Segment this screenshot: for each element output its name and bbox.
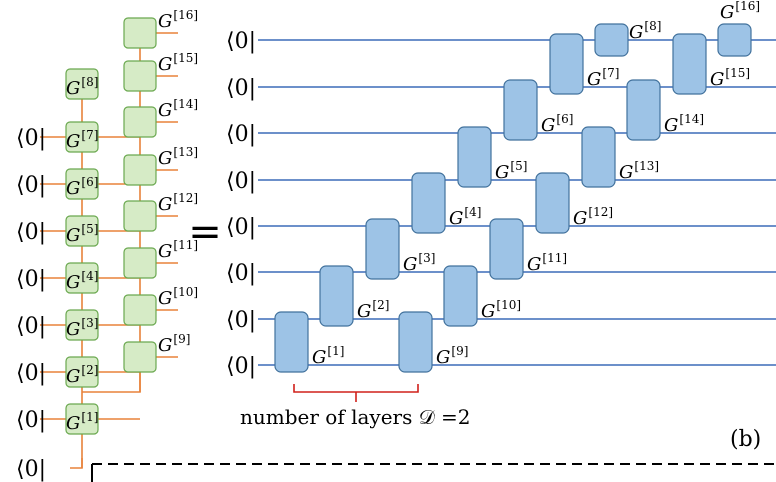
left-panel-kets: ⟨0| ⟨0| ⟨0| ⟨0| ⟨0| ⟨0| ⟨0| ⟨0| (16, 126, 46, 482)
right-ket-4: ⟨0| (226, 169, 256, 194)
mps-tensor-16 (123, 17, 157, 49)
mps-tensor-5 (65, 215, 99, 247)
gate-7 (549, 33, 584, 95)
right-ket-5: ⟨0| (226, 215, 256, 240)
gate-8 (594, 23, 629, 57)
right-panel-kets: ⟨0| ⟨0| ⟨0| ⟨0| ⟨0| ⟨0| ⟨0| ⟨0| (226, 29, 256, 379)
mps-tensor-3 (65, 309, 99, 341)
panel-label-b: (b) (730, 427, 761, 452)
mps-tensor-label-16: G[16] (158, 8, 198, 32)
gate-10 (443, 265, 478, 327)
mps-tensor-11 (123, 247, 157, 279)
mps-tensor-4 (65, 262, 99, 294)
layers-bracket (293, 384, 419, 402)
mps-tensor-label-13: G[13] (158, 145, 198, 169)
left-ket-3: ⟨0| (16, 314, 46, 339)
mps-tensor-7 (65, 121, 99, 153)
gate-2 (319, 265, 354, 327)
gate-4 (411, 172, 446, 234)
gate-11 (489, 218, 524, 280)
right-panel-gates: G[1]G[2]G[3]G[4]G[5]G[6]G[7]G[8]G[9]G[10… (274, 0, 760, 373)
right-ket-3: ⟨0| (226, 122, 256, 147)
mps-tensor-label-10: G[10] (158, 285, 198, 309)
mps-tensor-9 (123, 341, 157, 373)
left-ket-1: ⟨0| (16, 408, 46, 433)
mps-tensor-label-9: G[9] (158, 332, 190, 356)
left-ket-bottom: ⟨0| (16, 457, 46, 482)
gate-13 (581, 126, 616, 188)
left-ket-2: ⟨0| (16, 361, 46, 386)
equals-sign: = (188, 209, 222, 255)
mps-tensor-10 (123, 294, 157, 326)
left-ket-6: ⟨0| (16, 173, 46, 198)
gate-5 (457, 126, 492, 188)
next-panel-top-edge (91, 463, 776, 482)
mps-tensor-label-15: G[15] (158, 51, 198, 75)
mps-tensor-6 (65, 168, 99, 200)
right-ket-7: ⟨0| (226, 308, 256, 333)
left-ket-7: ⟨0| (16, 126, 46, 151)
right-ket-1: ⟨0| (226, 29, 256, 54)
gate-16 (717, 23, 752, 57)
gate-1 (274, 311, 309, 373)
left-panel-mps-tensors: G[1]G[2]G[3]G[4]G[5]G[6]G[7]G[8]G[9]G[10… (65, 8, 198, 435)
mps-tensor-8 (65, 68, 99, 100)
gate-label-16: G[16] (720, 0, 760, 23)
mps-tensor-13 (123, 154, 157, 186)
mps-tensor-label-14: G[14] (158, 97, 198, 121)
gate-12 (535, 172, 570, 234)
gate-6 (503, 79, 538, 141)
gate-14 (626, 79, 661, 141)
gate-3 (365, 218, 400, 280)
gate-9 (398, 311, 433, 373)
right-ket-6: ⟨0| (226, 261, 256, 286)
left-ket-5: ⟨0| (16, 220, 46, 245)
right-ket-8: ⟨0| (226, 354, 256, 379)
gate-15 (672, 33, 707, 95)
mps-tensor-2 (65, 356, 99, 388)
mps-tensor-12 (123, 200, 157, 232)
mps-tensor-14 (123, 106, 157, 138)
mps-tensor-15 (123, 60, 157, 92)
left-ket-4: ⟨0| (16, 267, 46, 292)
layers-caption: number of layers 𝒟 =2 (240, 405, 471, 429)
mps-tensor-1 (65, 403, 99, 435)
right-ket-2: ⟨0| (226, 76, 256, 101)
